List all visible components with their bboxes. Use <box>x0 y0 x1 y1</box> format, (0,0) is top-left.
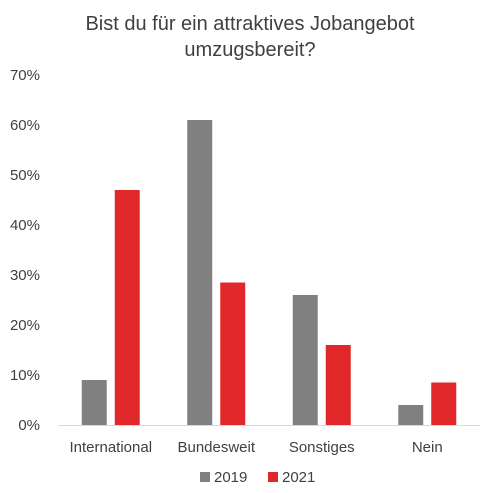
legend-label-2021: 2021 <box>282 469 315 486</box>
y-tick-label: 70% <box>10 67 40 84</box>
y-axis-ticks: 0% 10% 20% 30% 40% 50% 60% 70% <box>10 67 40 434</box>
bar-2019-international <box>81 380 107 425</box>
chart-title-line-2: umzugsbereit? <box>184 39 315 61</box>
legend-label-2019: 2019 <box>214 469 247 486</box>
category-label: International <box>69 439 152 456</box>
bar-2019-sonstiges <box>292 295 318 425</box>
bar-2019-nein <box>398 405 424 425</box>
y-tick-label: 30% <box>10 267 40 284</box>
legend-swatch-2019 <box>200 472 210 482</box>
bars <box>81 120 457 425</box>
y-tick-label: 10% <box>10 367 40 384</box>
category-label: Nein <box>412 439 443 456</box>
category-label: Sonstiges <box>289 439 355 456</box>
category-labels: International Bundesweit Sonstiges Nein <box>69 439 442 456</box>
chart-title-line-1: Bist du für ein attraktives Jobangebot <box>85 13 415 35</box>
legend-swatch-2021 <box>268 472 278 482</box>
bar-2021-bundesweit <box>220 282 246 425</box>
y-tick-label: 40% <box>10 217 40 234</box>
bar-2021-sonstiges <box>325 345 351 425</box>
y-tick-label: 20% <box>10 317 40 334</box>
bar-2021-nein <box>431 382 457 425</box>
legend: 2019 2021 <box>200 469 315 486</box>
y-tick-label: 0% <box>18 417 40 434</box>
y-tick-label: 50% <box>10 167 40 184</box>
y-tick-label: 60% <box>10 117 40 134</box>
category-label: Bundesweit <box>177 439 255 456</box>
bar-2019-bundesweit <box>187 120 213 425</box>
bar-2021-international <box>114 190 140 425</box>
